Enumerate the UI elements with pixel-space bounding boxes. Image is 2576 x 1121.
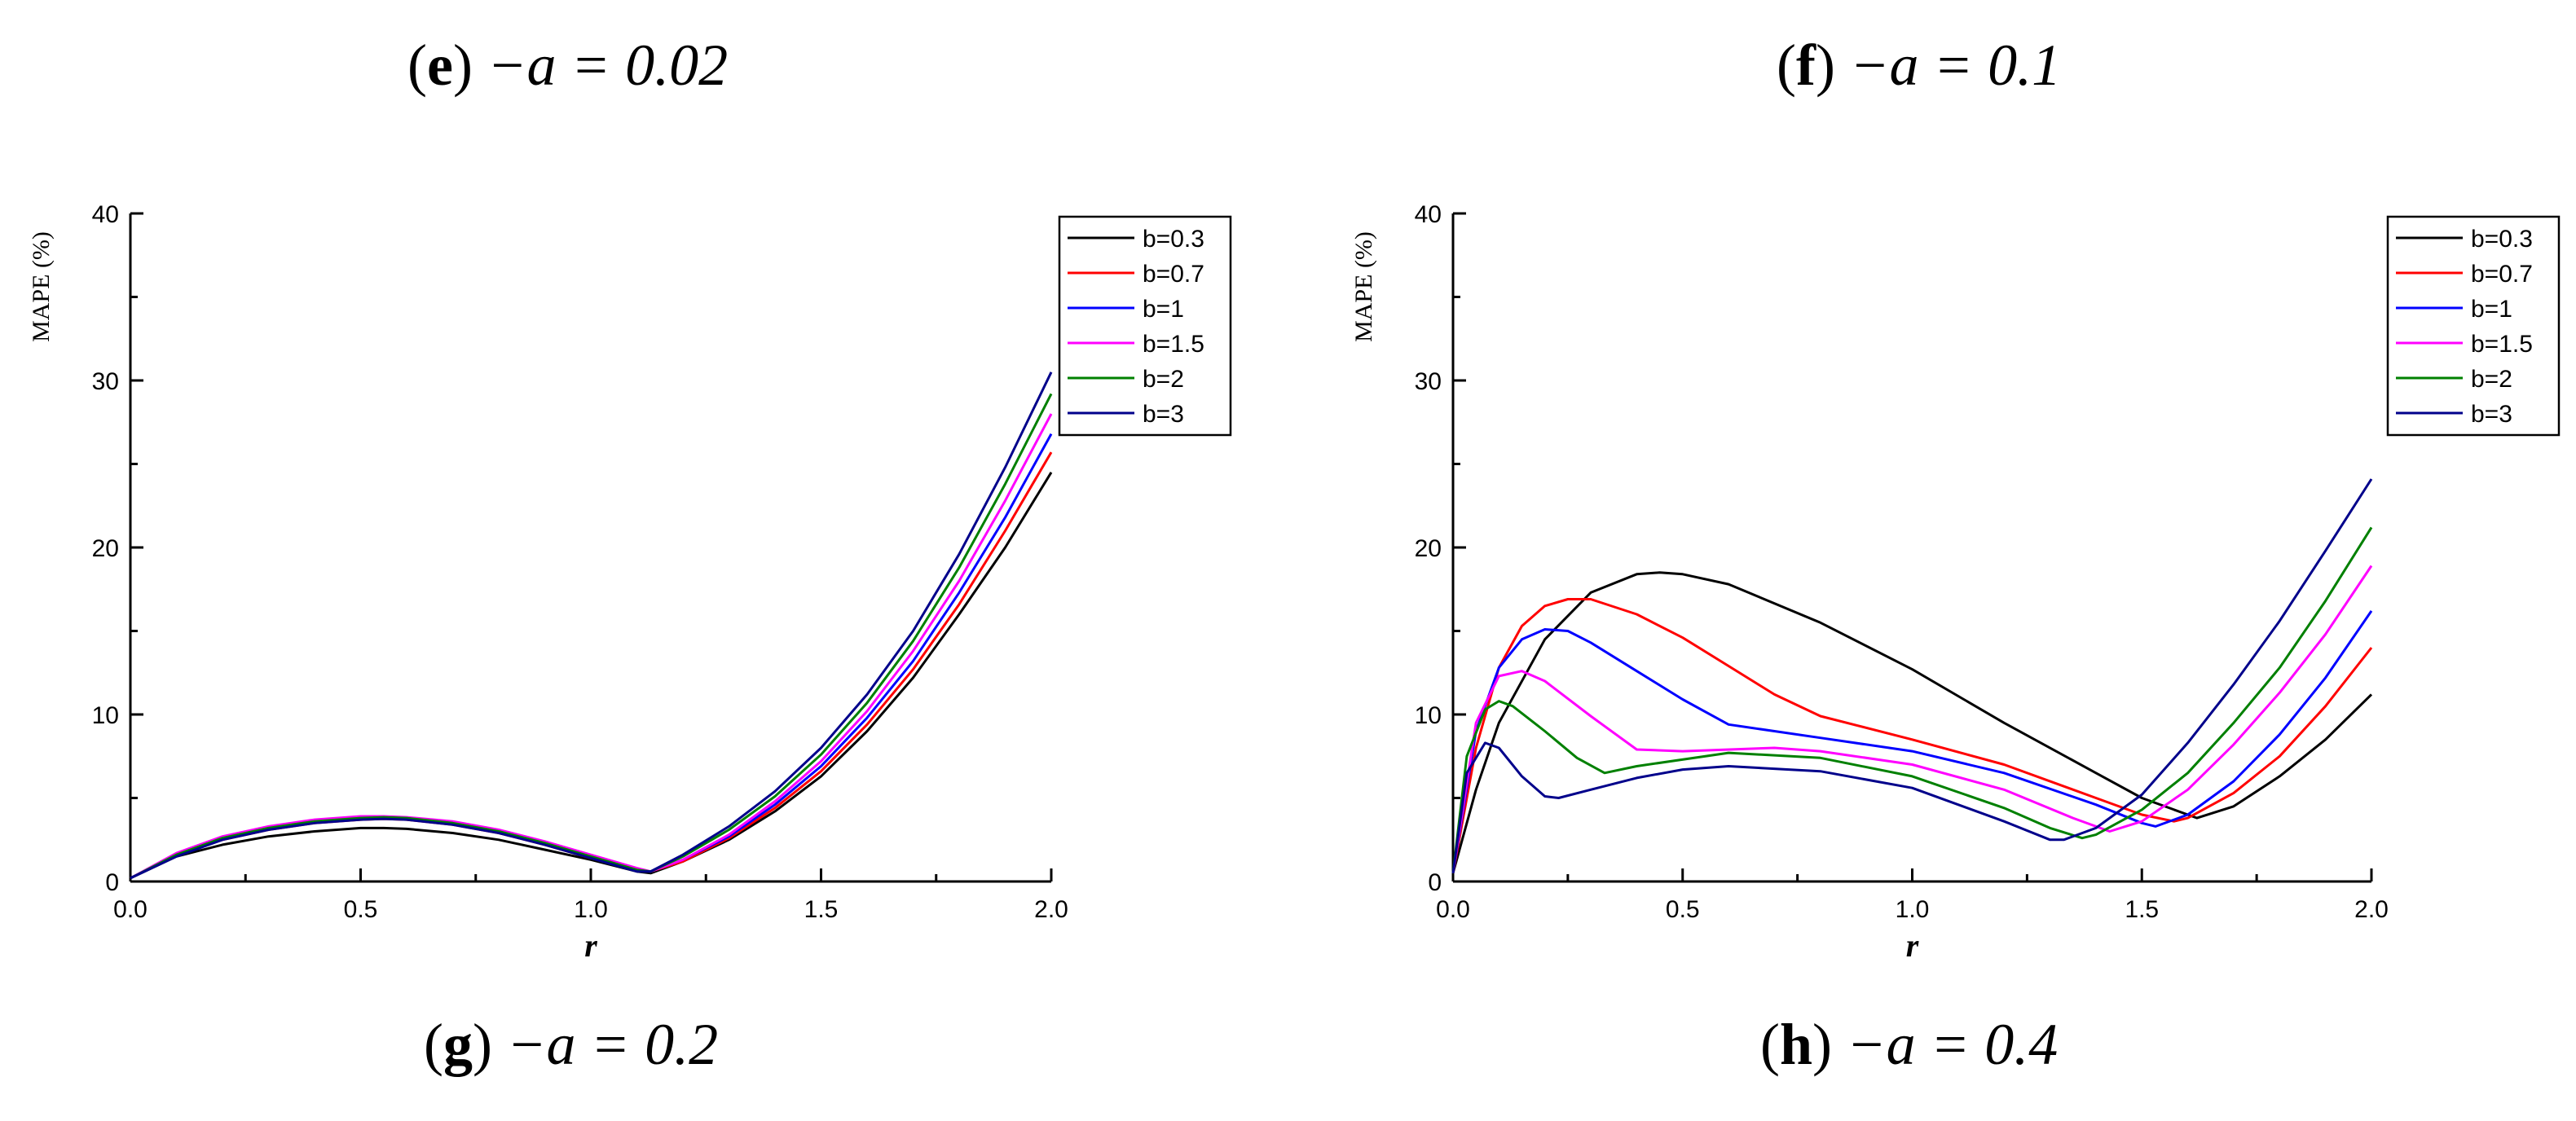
- legend-box: [1058, 215, 1232, 437]
- series-line-b=2: [1451, 526, 2373, 873]
- series-line-b=0.3: [1451, 571, 2373, 874]
- y-tick-label: 20: [92, 535, 119, 562]
- series-line-b=3: [1451, 478, 2373, 874]
- x-axis-label: r: [584, 927, 597, 964]
- legend-box: [2386, 215, 2561, 437]
- x-tick-label: 2.0: [2354, 896, 2389, 923]
- y-axis-label: MAPE (%): [1350, 231, 1377, 342]
- y-tick-label: 0: [105, 869, 119, 896]
- series-line-b=0.3: [130, 472, 1053, 880]
- caption-f: (f) −a = 0.1: [1777, 33, 2061, 98]
- series-line-b=1: [1451, 610, 2373, 874]
- x-tick-label: 0.0: [1436, 896, 1470, 923]
- y-tick-label: 20: [1415, 535, 1442, 562]
- caption-e: (e) −a = 0.02: [407, 33, 728, 98]
- series-line-b=0.7: [1451, 598, 2373, 874]
- y-tick-label: 10: [1415, 702, 1442, 729]
- x-tick-label: 1.5: [804, 896, 839, 923]
- x-tick-label: 2.0: [1034, 896, 1068, 923]
- series-line-b=1: [130, 433, 1053, 880]
- caption-g: (g) −a = 0.2: [424, 1012, 718, 1077]
- legend-label: b=2: [1143, 366, 1184, 393]
- series-line-b=3: [130, 371, 1053, 880]
- legend-label: b=0.3: [1143, 226, 1204, 253]
- legend-label: b=1.5: [2471, 331, 2533, 358]
- y-tick-label: 10: [92, 702, 119, 729]
- y-tick-label: 40: [92, 201, 119, 228]
- legend-label: b=1: [1143, 296, 1184, 323]
- y-tick-label: 0: [1428, 869, 1442, 896]
- legend-label: b=0.3: [2471, 226, 2533, 253]
- legend-label: b=0.7: [2471, 261, 2533, 288]
- legend-label: b=1.5: [1143, 331, 1204, 358]
- series-line-b=1.5: [1451, 565, 2373, 874]
- x-tick-label: 1.0: [574, 896, 608, 923]
- legend-label: b=3: [2471, 401, 2512, 428]
- legend-label: b=3: [1143, 401, 1184, 428]
- x-axis-label: r: [1906, 927, 1919, 964]
- series-line-b=1.5: [130, 413, 1053, 880]
- x-tick-label: 1.0: [1896, 896, 1930, 923]
- legend-label: b=2: [2471, 366, 2512, 393]
- y-axis-label: MAPE (%): [28, 231, 55, 342]
- series-line-b=2: [130, 393, 1053, 880]
- chart-panel-h: 0 10 20 30 40 0.0 0.5 1.0 1.5 2.0 MAPE (%) r b=0.3 b=…: [1350, 201, 2561, 964]
- legend-label: b=1: [2471, 296, 2512, 323]
- caption-h: (h) −a = 0.4: [1760, 1012, 2058, 1077]
- chart-panel-g: 0 10 20 30 40 0.0 0.5 1.0 1.5 2.0 MAPE (%) r b=0.3 b=…: [28, 201, 1232, 964]
- y-tick-label: 40: [1415, 201, 1442, 228]
- x-tick-label: 0.5: [1666, 896, 1700, 923]
- y-tick-label: 30: [1415, 368, 1442, 395]
- legend-label: b=0.7: [1143, 261, 1204, 288]
- x-tick-label: 0.0: [113, 896, 148, 923]
- x-tick-label: 1.5: [2125, 896, 2159, 923]
- x-tick-label: 0.5: [344, 896, 378, 923]
- series-line-b=0.7: [130, 451, 1053, 880]
- y-tick-label: 30: [92, 368, 119, 395]
